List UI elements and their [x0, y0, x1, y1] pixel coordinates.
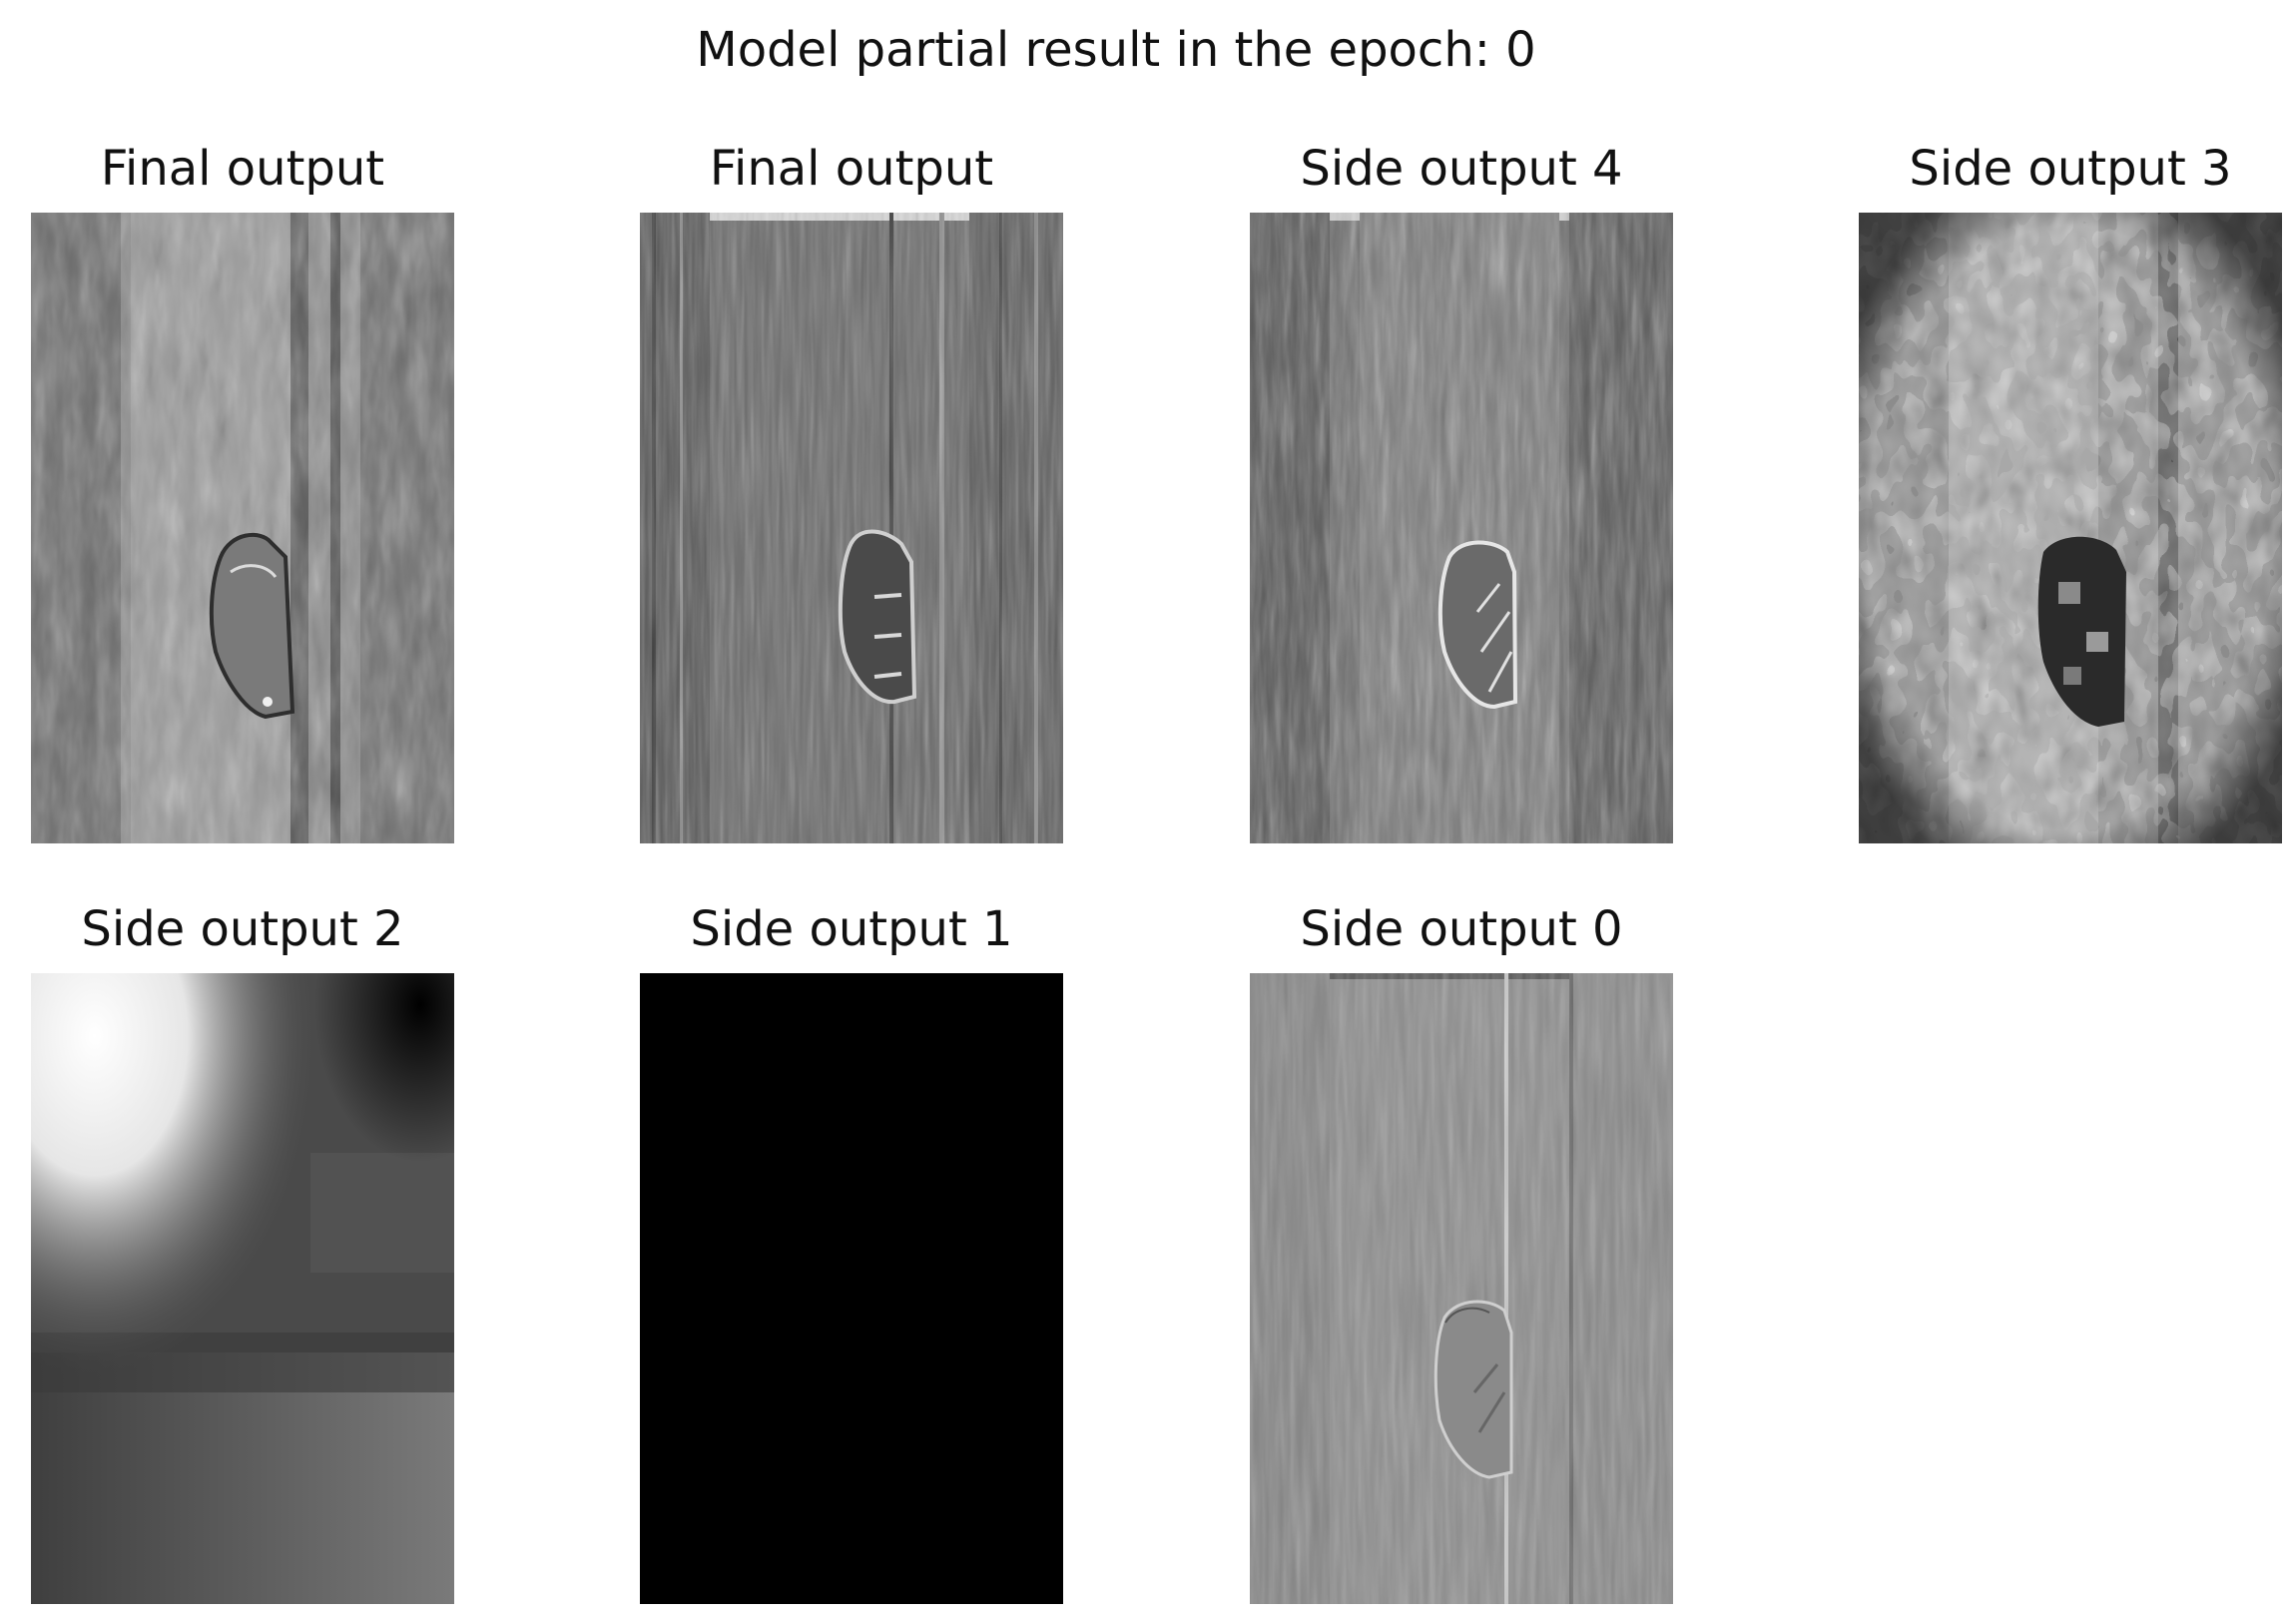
feature-map-image	[640, 973, 1063, 1604]
panel-title: Final output	[100, 141, 385, 197]
feature-map-image	[1250, 213, 1673, 843]
panel-title: Side output 2	[81, 901, 404, 957]
figure-suptitle: Model partial result in the epoch: 0	[696, 22, 1536, 78]
feature-map-image	[1250, 973, 1673, 1604]
panel-title: Side output 4	[1300, 141, 1623, 197]
panel-title: Final output	[709, 141, 994, 197]
feature-map-image	[640, 213, 1063, 843]
feature-map-image	[31, 973, 454, 1604]
panel-title: Side output 3	[1909, 141, 2232, 197]
feature-map-image	[1859, 213, 2282, 843]
panel-title: Side output 1	[690, 901, 1013, 957]
panel-title: Side output 0	[1300, 901, 1623, 957]
feature-map-image	[31, 213, 454, 843]
